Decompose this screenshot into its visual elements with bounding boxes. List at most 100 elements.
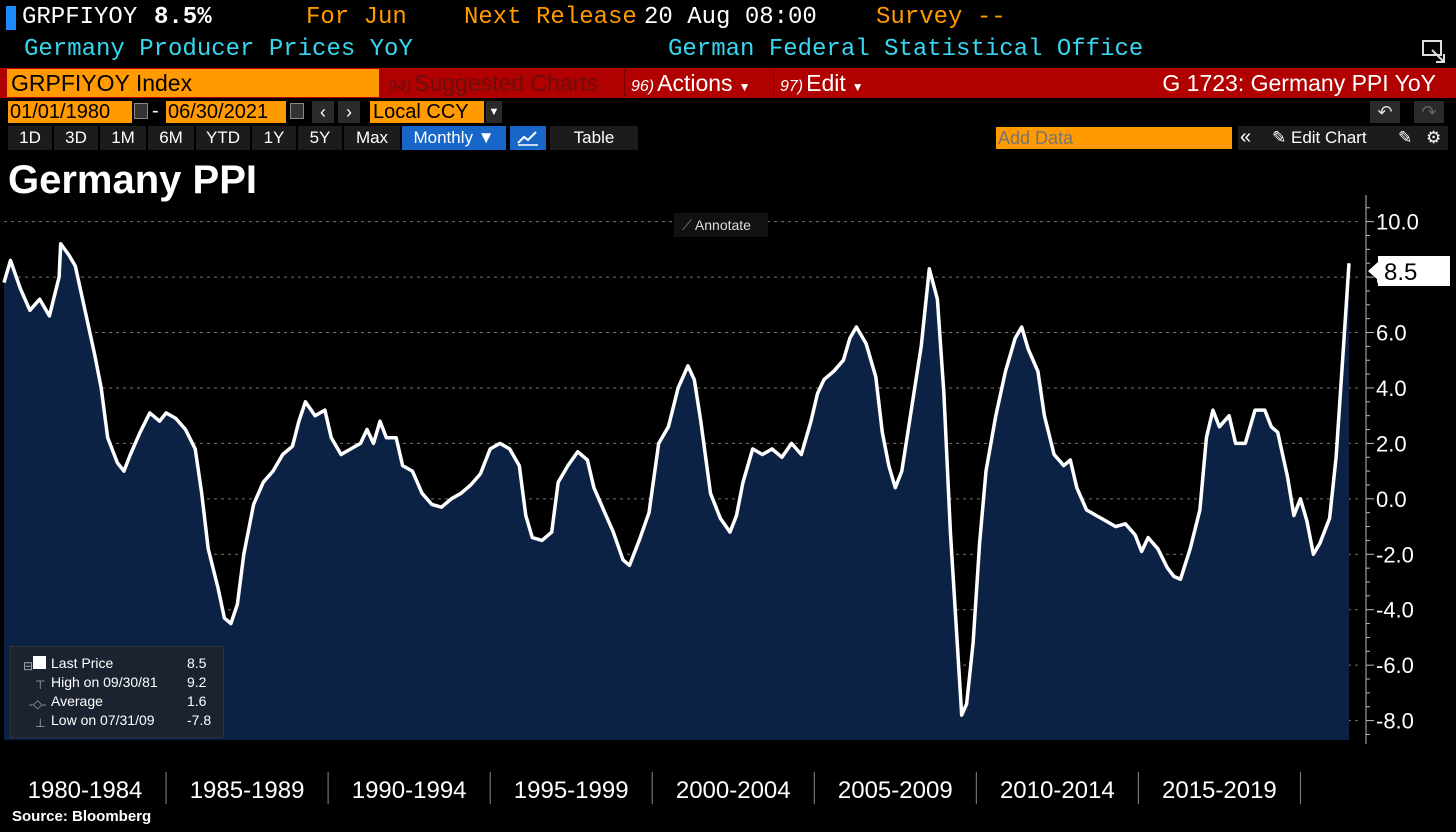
x-tick-label: 1990-1994 [352, 777, 467, 804]
average-marker-icon: -◇- [29, 697, 47, 711]
ticker: GRPFIYOY [22, 4, 138, 31]
range-1y[interactable]: 1Y [252, 126, 296, 150]
chart-title: Germany PPI [8, 158, 258, 202]
next-release-value: 20 Aug 08:00 [644, 4, 817, 31]
security-description: Germany Producer Prices YoY [24, 36, 413, 63]
annotate-button[interactable]: ⟋ Annotate [674, 213, 768, 237]
series-area [4, 243, 1349, 741]
end-date-input[interactable]: 06/30/2021 [166, 101, 286, 123]
chevron-down-icon: ▼ [851, 80, 864, 94]
x-tick-label: 2005-2009 [838, 777, 953, 804]
suggested-charts-number: 94) [388, 78, 412, 95]
edit-menu-button[interactable]: 97) Edit ▼ [773, 69, 883, 97]
x-tick-label: 2000-2004 [676, 777, 791, 804]
source-organization: German Federal Statistical Office [668, 36, 1144, 63]
edit-label: Edit [806, 70, 846, 96]
y-tick-label: -6.0 [1376, 653, 1414, 678]
start-date-input[interactable]: 01/01/1980 [8, 101, 132, 123]
suggested-charts-button[interactable]: 94) Suggested Charts [381, 69, 621, 97]
chevron-down-icon[interactable]: ▼ [486, 101, 502, 123]
security-index-field[interactable]: GRPFIYOY Index [7, 69, 379, 97]
undo-icon[interactable]: ↶ [1370, 101, 1400, 123]
date-range-bar: 01/01/1980 - 06/30/2021 ‹ › Local CCY ▼ … [0, 100, 1456, 124]
popout-icon[interactable] [1420, 38, 1450, 66]
last-value-flag [1378, 256, 1450, 286]
range-max[interactable]: Max [344, 126, 400, 150]
actions-menu-button[interactable]: 96) Actions ▼ [624, 69, 770, 97]
function-title: G 1723: Germany PPI YoY [1162, 70, 1436, 96]
security-description-row: Germany Producer Prices YoY German Feder… [0, 36, 1456, 66]
table-view-button[interactable]: Table [550, 126, 638, 150]
y-tick-label: -8.0 [1376, 709, 1414, 734]
range-3d[interactable]: 3D [54, 126, 98, 150]
last-value: 8.5% [154, 4, 212, 31]
y-tick-label: -2.0 [1376, 542, 1414, 567]
edit-number: 97) [780, 78, 804, 95]
range-ytd[interactable]: YTD [196, 126, 250, 150]
legend-value: 8.5 [187, 655, 207, 671]
legend-item-average: -◇- Average 1.6 [19, 692, 219, 711]
pencil-icon[interactable]: ✎ [1398, 128, 1413, 147]
legend-label: High on 09/30/81 [51, 674, 158, 690]
legend-item-low: ⊥ Low on 07/31/09 -7.8 [19, 711, 219, 730]
range-5y[interactable]: 5Y [298, 126, 342, 150]
x-tick-label: 1980-1984 [28, 777, 143, 804]
command-bar: GRPFIYOY Index 94) Suggested Charts 96) Ac… [0, 68, 1456, 98]
frequency-select[interactable]: Monthly ▼ [402, 126, 506, 150]
security-flag [6, 6, 16, 30]
suggested-charts-label: Suggested Charts [414, 70, 599, 96]
double-chevron-left-icon[interactable]: « [1240, 126, 1252, 148]
period-label: For Jun [306, 4, 407, 31]
x-tick-label: 2015-2019 [1162, 777, 1277, 804]
last-value-label: 8.5 [1384, 259, 1417, 286]
chart-legend[interactable]: ⊟ Last Price 8.5 ⊤ High on 09/30/81 9.2 … [10, 646, 224, 738]
line-chart-icon[interactable] [510, 126, 546, 150]
legend-value: -7.8 [187, 712, 212, 728]
last-value-pointer [1368, 262, 1378, 280]
actions-label: Actions [657, 70, 733, 96]
y-tick-label: 2.0 [1376, 431, 1407, 456]
chart-tools: « ✎ Edit Chart ✎ ⚙ [1238, 126, 1448, 150]
edit-chart-button[interactable]: ✎ Edit Chart [1272, 126, 1367, 150]
chart-canvas[interactable]: 10.08.06.04.02.00.0-2.0-4.0-6.0-8.0 1980… [0, 150, 1456, 806]
legend-value: 9.2 [187, 674, 207, 690]
calendar-icon[interactable] [290, 103, 304, 119]
low-marker-icon: ⊥ [35, 716, 46, 730]
range-1d[interactable]: 1D [8, 126, 52, 150]
y-tick-label: 4.0 [1376, 376, 1407, 401]
currency-select[interactable]: Local CCY [370, 101, 484, 123]
redo-icon[interactable]: ↷ [1414, 101, 1444, 123]
next-release-label: Next Release [464, 4, 637, 31]
y-tick-label: -4.0 [1376, 598, 1414, 623]
x-tick-label: 2010-2014 [1000, 777, 1115, 804]
annotate-label: Annotate [694, 217, 751, 233]
legend-item-high: ⊤ High on 09/30/81 9.2 [19, 673, 219, 692]
add-data-input[interactable] [996, 127, 1232, 149]
legend-label: Average [51, 693, 103, 709]
legend-label: Last Price [51, 655, 114, 671]
y-tick-label: 10.0 [1376, 210, 1419, 235]
x-tick-label: 1985-1989 [190, 777, 305, 804]
chevron-right-icon[interactable]: › [338, 101, 360, 123]
y-tick-label: 0.0 [1376, 487, 1407, 512]
x-tick-label: 1995-1999 [514, 777, 629, 804]
legend-value: 1.6 [187, 693, 207, 709]
chevron-left-icon[interactable]: ‹ [312, 101, 334, 123]
survey-label: Survey -- [876, 4, 1006, 31]
date-separator: - [152, 100, 159, 122]
high-marker-icon: ⊤ [35, 678, 46, 692]
series-line [2, 242, 1351, 717]
collapse-icon[interactable]: ⊟ [23, 659, 34, 673]
range-bar: 1D 3D 1M 6M YTD 1Y 5Y Max Monthly ▼ Tabl… [0, 126, 1456, 150]
calendar-icon[interactable] [134, 103, 148, 119]
range-6m[interactable]: 6M [148, 126, 194, 150]
pencil-icon: ⟋ [682, 217, 695, 233]
security-header: GRPFIYOY 8.5% For Jun Next Release 20 Au… [0, 4, 1456, 34]
gear-icon[interactable]: ⚙ [1426, 128, 1442, 147]
edit-chart-label: Edit Chart [1290, 128, 1367, 147]
range-1m[interactable]: 1M [100, 126, 146, 150]
chevron-down-icon: ▼ [738, 80, 751, 94]
series-swatch [33, 656, 46, 669]
y-tick-label: 6.0 [1376, 321, 1407, 346]
pencil-icon: ✎ [1272, 128, 1287, 147]
